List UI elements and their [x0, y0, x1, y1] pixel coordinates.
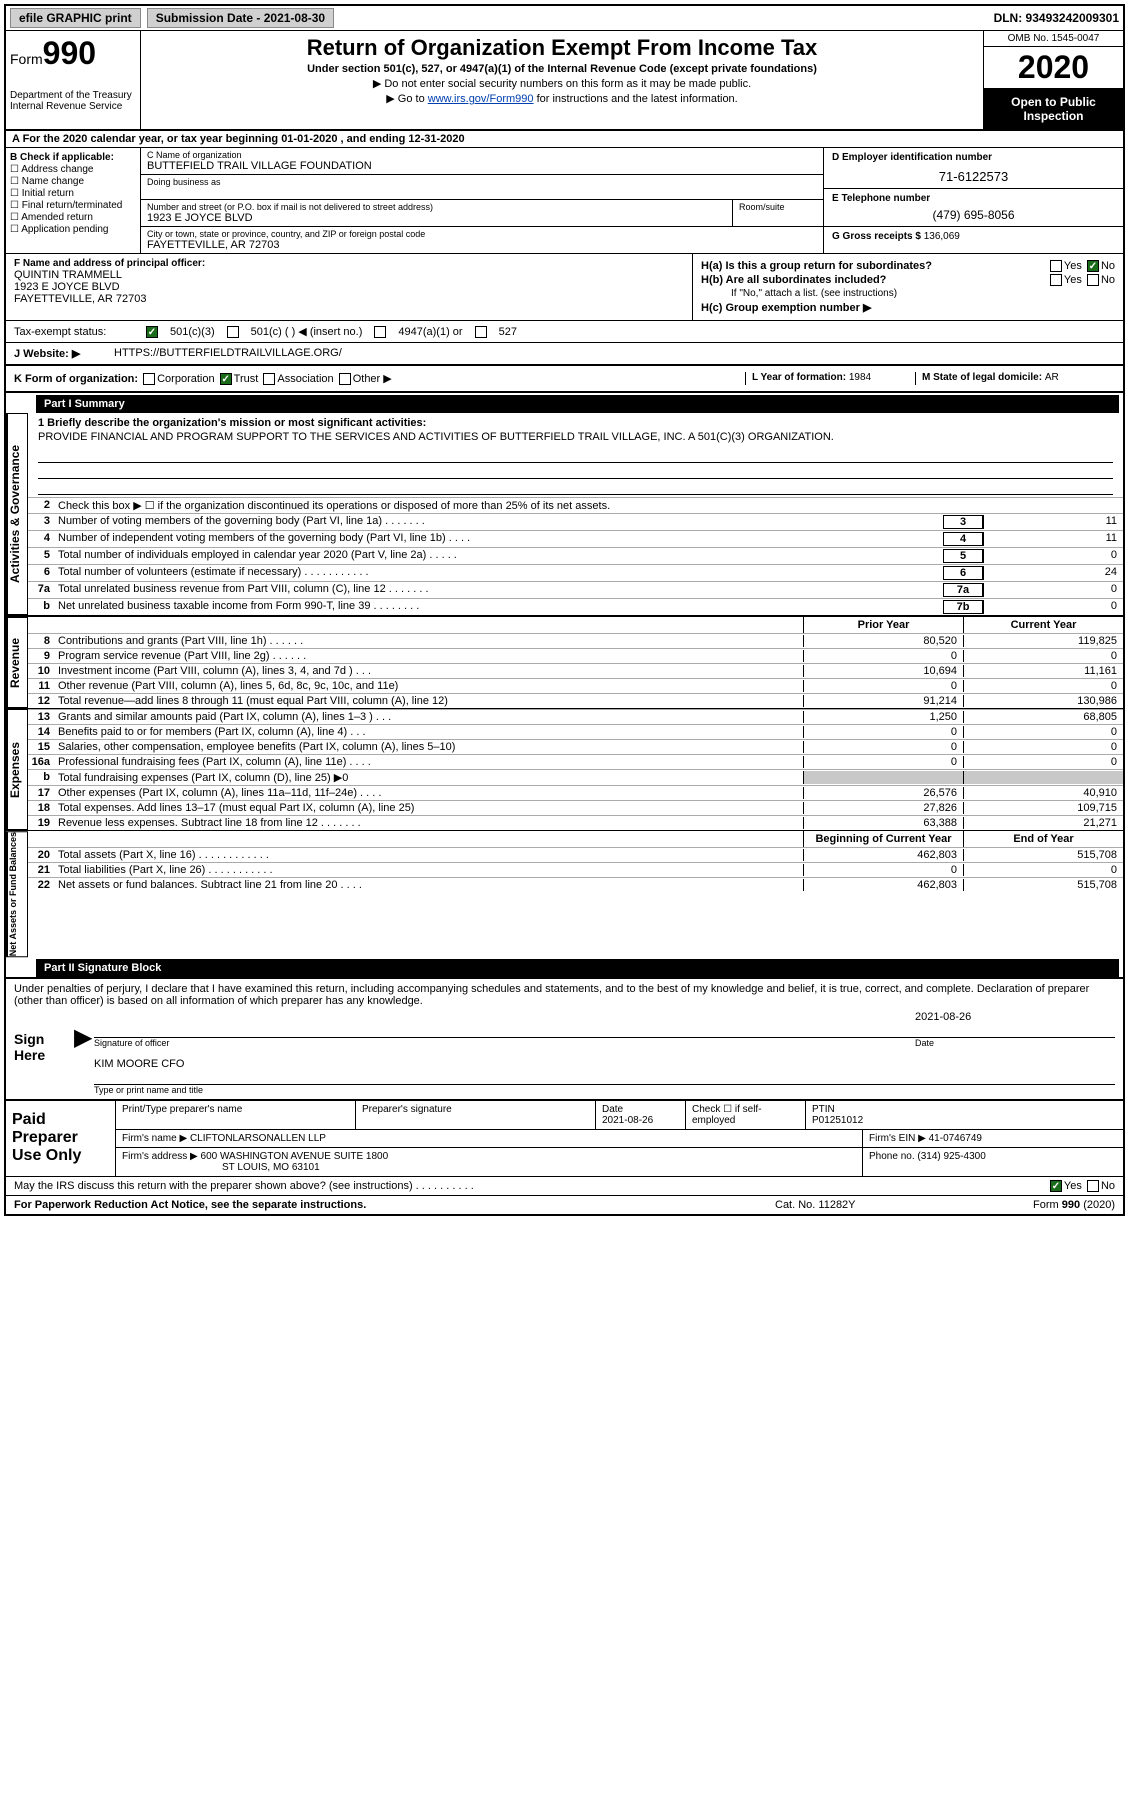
tax-year: 2020: [984, 47, 1123, 89]
chk-initial[interactable]: ☐ Initial return: [10, 188, 136, 199]
discuss-yes[interactable]: ✓: [1050, 1180, 1062, 1192]
chk-501c[interactable]: [227, 326, 239, 338]
chk-assoc[interactable]: [263, 373, 275, 385]
chk-address[interactable]: ☐ Address change: [10, 164, 136, 175]
sign-here-label: Sign Here: [14, 1011, 74, 1095]
finance-line: bTotal fundraising expenses (Part IX, co…: [28, 769, 1123, 785]
finance-line: 11Other revenue (Part VIII, column (A), …: [28, 678, 1123, 693]
part1-header: Part I Summary: [36, 395, 1119, 413]
website-row: J Website: ▶ HTTPS://BUTTERFIELDTRAILVIL…: [6, 343, 1123, 366]
tax-period: A For the 2020 calendar year, or tax yea…: [6, 131, 1123, 148]
website-url[interactable]: HTTPS://BUTTERFIELDTRAILVILLAGE.ORG/: [114, 347, 342, 360]
chk-name[interactable]: ☐ Name change: [10, 176, 136, 187]
ssn-note: ▶ Do not enter social security numbers o…: [149, 77, 975, 90]
box-b: B Check if applicable: ☐ Address change …: [6, 148, 141, 253]
finance-line: 16aProfessional fundraising fees (Part I…: [28, 754, 1123, 769]
chk-pending[interactable]: ☐ Application pending: [10, 224, 136, 235]
discuss-no[interactable]: [1087, 1180, 1099, 1192]
goto-note: ▶ Go to www.irs.gov/Form990 for instruct…: [149, 92, 975, 105]
finance-line: 13Grants and similar amounts paid (Part …: [28, 709, 1123, 724]
part2-header: Part II Signature Block: [36, 959, 1119, 977]
vtab-governance: Activities & Governance: [6, 413, 28, 615]
vtab-netassets: Net Assets or Fund Balances: [6, 831, 28, 957]
form-subtitle: Under section 501(c), 527, or 4947(a)(1)…: [149, 63, 975, 75]
finance-line: 9Program service revenue (Part VIII, lin…: [28, 648, 1123, 663]
end-year-hdr: End of Year: [963, 831, 1123, 847]
chk-501c3[interactable]: ✓: [146, 326, 158, 338]
room-suite: Room/suite: [733, 200, 823, 226]
form-header: Form990 Department of the Treasury Inter…: [6, 31, 1123, 131]
vtab-expenses: Expenses: [6, 709, 28, 830]
chk-trust[interactable]: ✓: [220, 373, 232, 385]
dln: DLN: 93493242009301: [994, 11, 1119, 25]
gross-receipts: G Gross receipts $ 136,069: [824, 227, 1123, 246]
current-year-hdr: Current Year: [963, 617, 1123, 633]
org-name-block: C Name of organization BUTTEFIELD TRAIL …: [141, 148, 823, 175]
irs-link[interactable]: www.irs.gov/Form990: [428, 93, 534, 105]
ein-block: D Employer identification number 71-6122…: [824, 148, 1123, 189]
gov-line: 5Total number of individuals employed in…: [28, 547, 1123, 564]
finance-line: 22Net assets or fund balances. Subtract …: [28, 877, 1123, 892]
discuss-row: May the IRS discuss this return with the…: [6, 1176, 1123, 1195]
tax-exempt-row: Tax-exempt status: ✓501(c)(3) 501(c) ( )…: [6, 321, 1123, 343]
org-city: FAYETTEVILLE, AR 72703: [147, 239, 817, 251]
finance-line: 17Other expenses (Part IX, column (A), l…: [28, 785, 1123, 800]
finance-line: 8Contributions and grants (Part VIII, li…: [28, 633, 1123, 648]
chk-amended[interactable]: ☐ Amended return: [10, 212, 136, 223]
form-number: 990: [43, 35, 96, 71]
finance-line: 18Total expenses. Add lines 13–17 (must …: [28, 800, 1123, 815]
submission-date: Submission Date - 2021-08-30: [147, 8, 334, 28]
chk-527[interactable]: [475, 326, 487, 338]
finance-line: 19Revenue less expenses. Subtract line 1…: [28, 815, 1123, 830]
finance-line: 21Total liabilities (Part X, line 26) . …: [28, 862, 1123, 877]
chk-4947[interactable]: [374, 326, 386, 338]
chk-final[interactable]: ☐ Final return/terminated: [10, 200, 136, 211]
open-inspection: Open to Public Inspection: [984, 89, 1123, 129]
form-org-row: K Form of organization: Corporation ✓Tru…: [6, 366, 1123, 393]
finance-line: 15Salaries, other compensation, employee…: [28, 739, 1123, 754]
chk-other[interactable]: [339, 373, 351, 385]
signature-block: Under penalties of perjury, I declare th…: [6, 977, 1123, 1099]
gov-line: 6Total number of volunteers (estimate if…: [28, 564, 1123, 581]
phone-block: E Telephone number (479) 695-8056: [824, 189, 1123, 227]
gov-line: bNet unrelated business taxable income f…: [28, 598, 1123, 615]
gov-line: 2Check this box ▶ ☐ if the organization …: [28, 497, 1123, 513]
finance-line: 20Total assets (Part X, line 16) . . . .…: [28, 847, 1123, 862]
org-name: BUTTEFIELD TRAIL VILLAGE FOUNDATION: [147, 160, 817, 172]
efile-button[interactable]: efile GRAPHIC print: [10, 8, 141, 28]
gov-line: 3Number of voting members of the governi…: [28, 513, 1123, 530]
chk-corp[interactable]: [143, 373, 155, 385]
page-footer: For Paperwork Reduction Act Notice, see …: [6, 1195, 1123, 1214]
beg-year-hdr: Beginning of Current Year: [803, 831, 963, 847]
form-label: Form: [10, 51, 43, 67]
org-address: 1923 E JOYCE BLVD: [147, 212, 726, 224]
dba-block: Doing business as: [141, 175, 823, 200]
finance-line: 14Benefits paid to or for members (Part …: [28, 724, 1123, 739]
paid-preparer-block: Paid Preparer Use Only Print/Type prepar…: [6, 1099, 1123, 1176]
vtab-revenue: Revenue: [6, 617, 28, 708]
gov-line: 7aTotal unrelated business revenue from …: [28, 581, 1123, 598]
group-return-block: H(a) Is this a group return for subordin…: [693, 254, 1123, 320]
dept-treasury: Department of the Treasury Internal Reve…: [10, 90, 136, 112]
finance-line: 10Investment income (Part VIII, column (…: [28, 663, 1123, 678]
top-bar: efile GRAPHIC print Submission Date - 20…: [6, 6, 1123, 31]
mission-block: 1 Briefly describe the organization's mi…: [28, 413, 1123, 447]
gov-line: 4Number of independent voting members of…: [28, 530, 1123, 547]
officer-block: F Name and address of principal officer:…: [6, 254, 693, 320]
form-title: Return of Organization Exempt From Incom…: [149, 35, 975, 61]
prior-year-hdr: Prior Year: [803, 617, 963, 633]
omb-number: OMB No. 1545-0047: [984, 31, 1123, 47]
sign-arrow-icon: ▶: [74, 1011, 94, 1095]
finance-line: 12Total revenue—add lines 8 through 11 (…: [28, 693, 1123, 708]
